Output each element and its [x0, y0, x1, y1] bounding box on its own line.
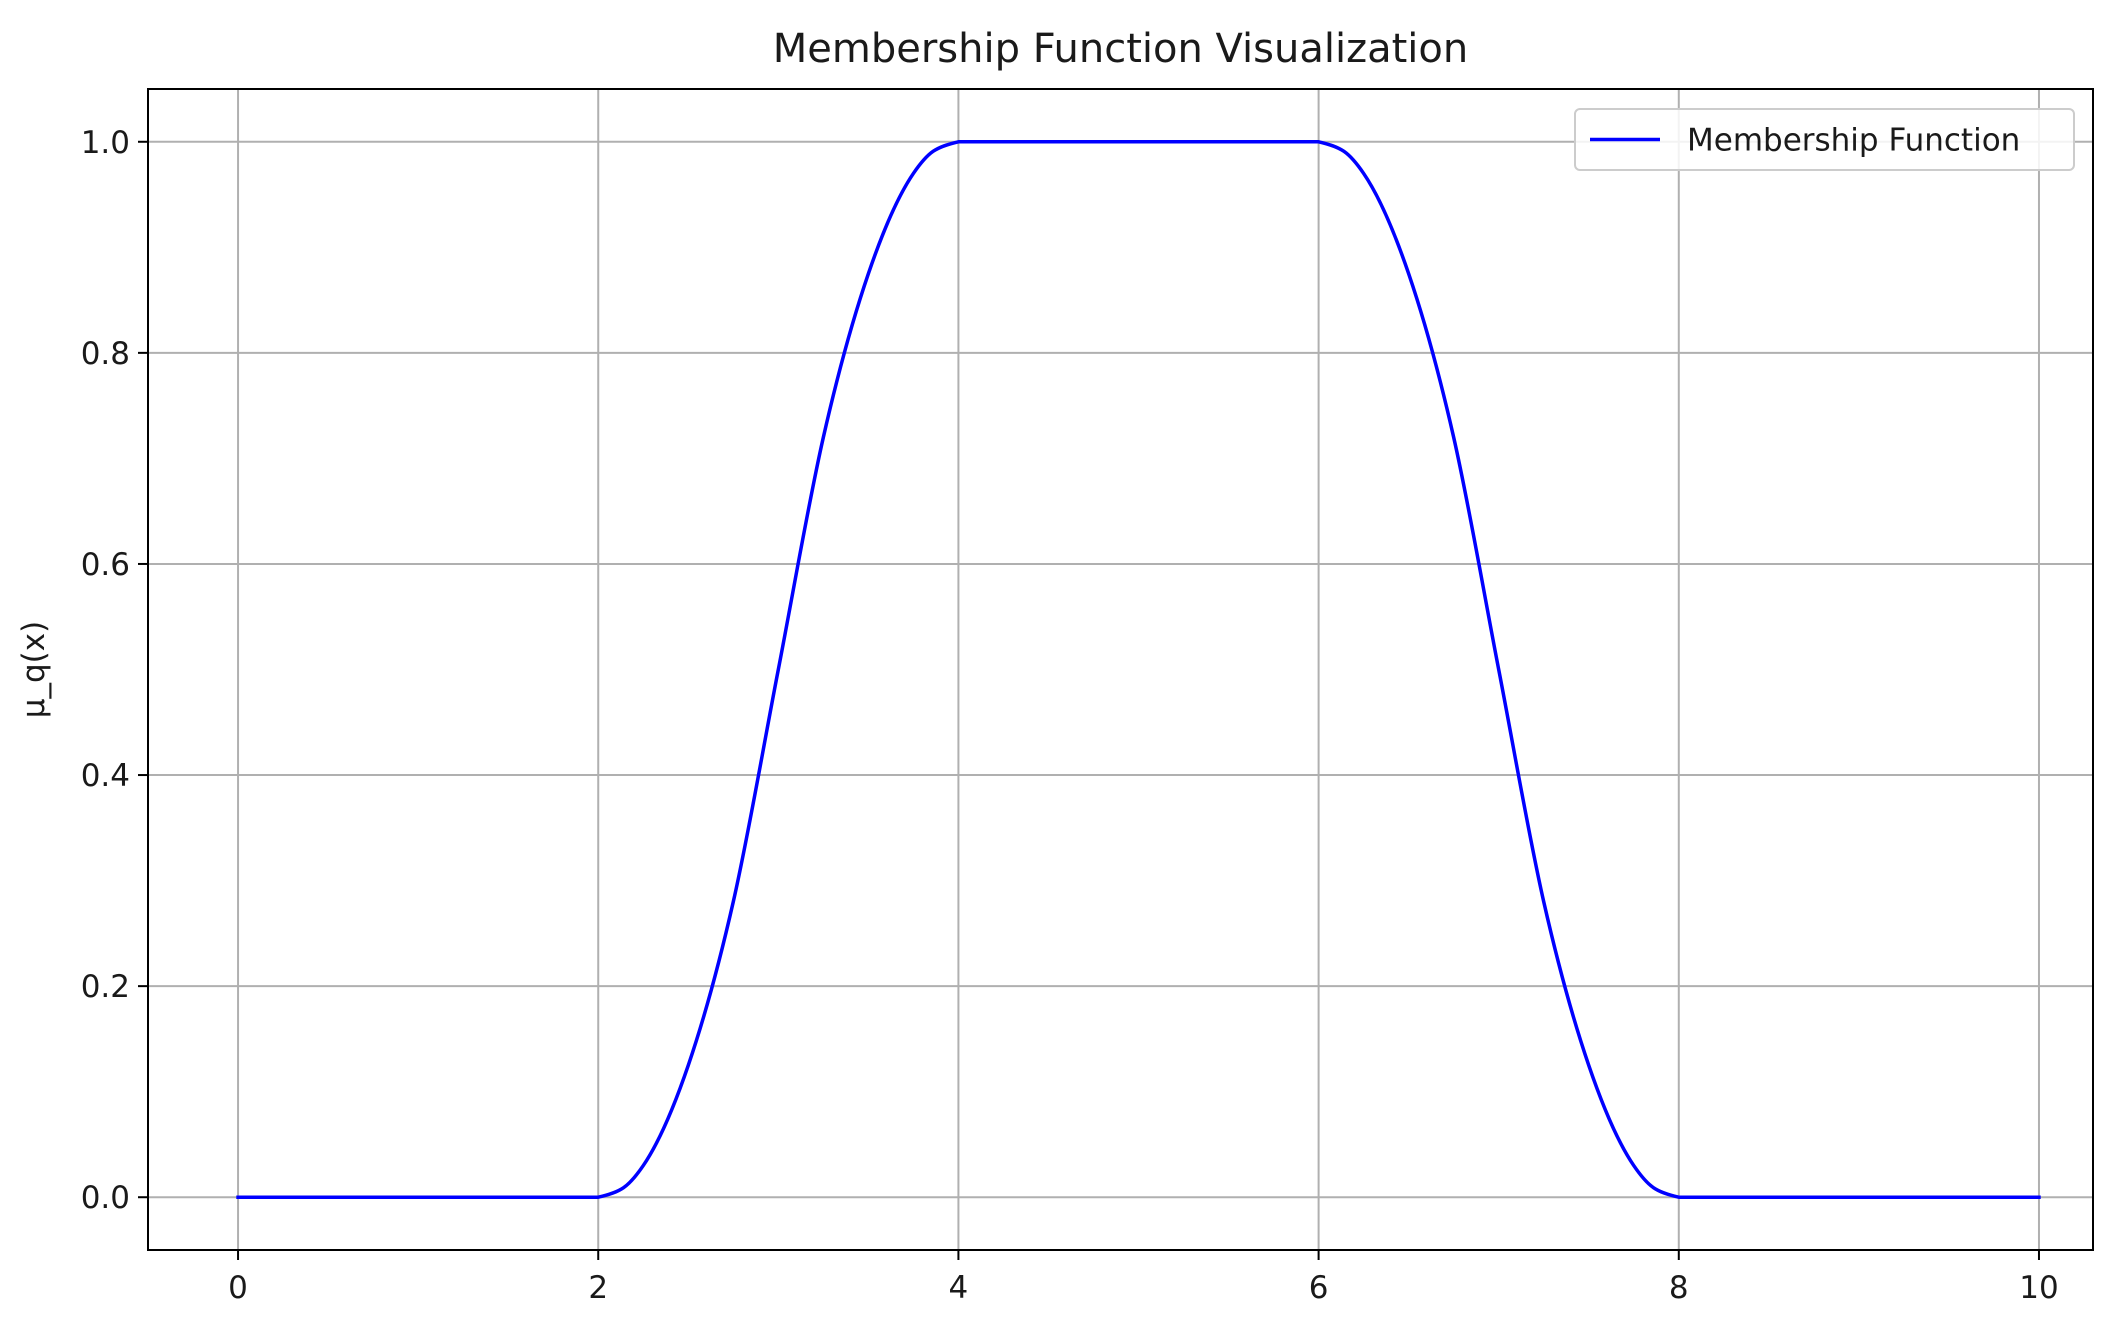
y-tick-label-0: 0.0: [81, 1180, 130, 1216]
x-tick-label-0: 0: [228, 1270, 248, 1306]
x-tick-label-4: 8: [1669, 1270, 1689, 1306]
y-tick-label-5: 1.0: [81, 125, 130, 161]
y-axis-label: μ_q(x): [16, 621, 52, 718]
legend: Membership Function: [1574, 108, 2075, 171]
series-line-membership-function: [236, 140, 2041, 1199]
grid-lines: [148, 89, 2093, 1250]
y-tick-label-1: 0.2: [81, 969, 130, 1005]
legend-box: [1574, 108, 2075, 171]
x-tick-label-5: 10: [2019, 1270, 2058, 1306]
plot-frame: [147, 88, 2094, 1251]
axis-ticks: 0 2 4 6 8 10 0.0 0.2 0.4 0.6 0.8 1.0: [81, 125, 2059, 1306]
x-tick-label-1: 2: [588, 1270, 608, 1306]
y-tick-label-3: 0.6: [81, 547, 130, 583]
x-tick-label-3: 6: [1309, 1270, 1329, 1306]
series-lines: [236, 140, 2041, 1199]
x-tick-label-2: 4: [949, 1270, 969, 1306]
y-tick-label-2: 0.4: [81, 758, 130, 794]
chart-title: Membership Function Visualization: [773, 26, 1468, 72]
y-tick-label-4: 0.8: [81, 336, 130, 372]
legend-label-membership-function: Membership Function: [1687, 123, 2020, 159]
